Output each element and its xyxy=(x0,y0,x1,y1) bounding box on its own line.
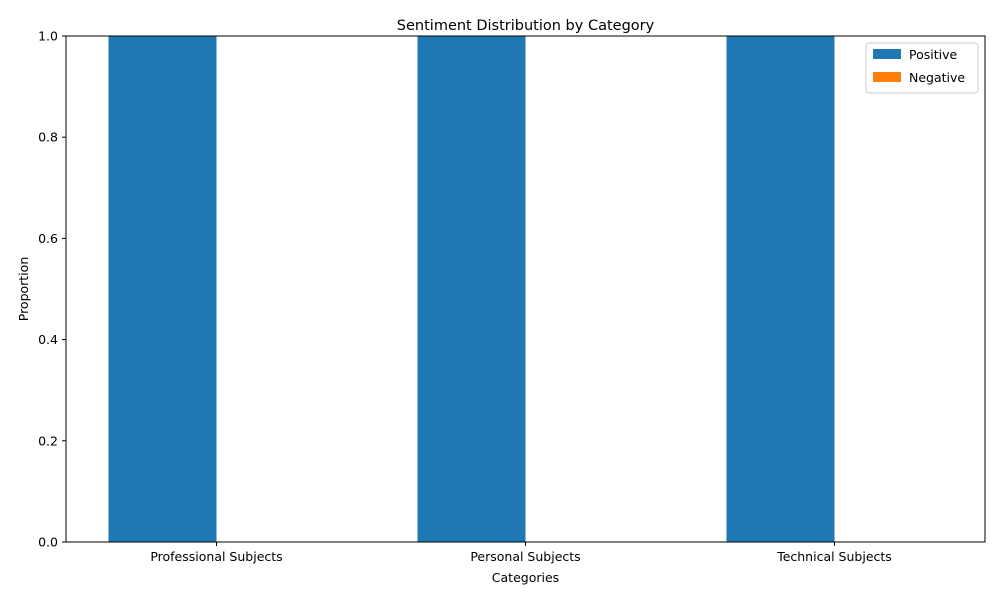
y-axis-label: Proportion xyxy=(16,257,31,322)
y-tick-label: 0.6 xyxy=(38,231,58,246)
y-tick-label: 0.0 xyxy=(38,535,58,550)
x-tick-label: Personal Subjects xyxy=(470,549,580,564)
chart-title: Sentiment Distribution by Category xyxy=(397,18,655,34)
x-tick-label: Professional Subjects xyxy=(150,549,282,564)
bars-layer xyxy=(108,36,835,542)
legend-label-negative: Negative xyxy=(909,70,965,85)
legend: Positive Negative xyxy=(865,42,979,94)
bar-positive-1 xyxy=(417,36,526,542)
y-tick-label: 0.4 xyxy=(38,332,58,347)
x-axis-label: Categories xyxy=(492,570,559,585)
y-tick-label: 1.0 xyxy=(38,29,58,44)
y-tick-label: 0.2 xyxy=(38,433,58,448)
legend-label-positive: Positive xyxy=(909,47,957,62)
bar-positive-2 xyxy=(726,36,835,542)
legend-swatch-negative xyxy=(873,72,901,82)
y-tick-label: 0.8 xyxy=(38,130,58,145)
x-tick-label: Technical Subjects xyxy=(776,549,892,564)
bar-positive-0 xyxy=(108,36,217,542)
legend-swatch-positive xyxy=(873,49,901,59)
x-axis: Professional Subjects Personal Subjects Te… xyxy=(150,542,892,564)
y-axis: 0.0 0.2 0.4 0.6 0.8 1.0 xyxy=(38,29,66,550)
